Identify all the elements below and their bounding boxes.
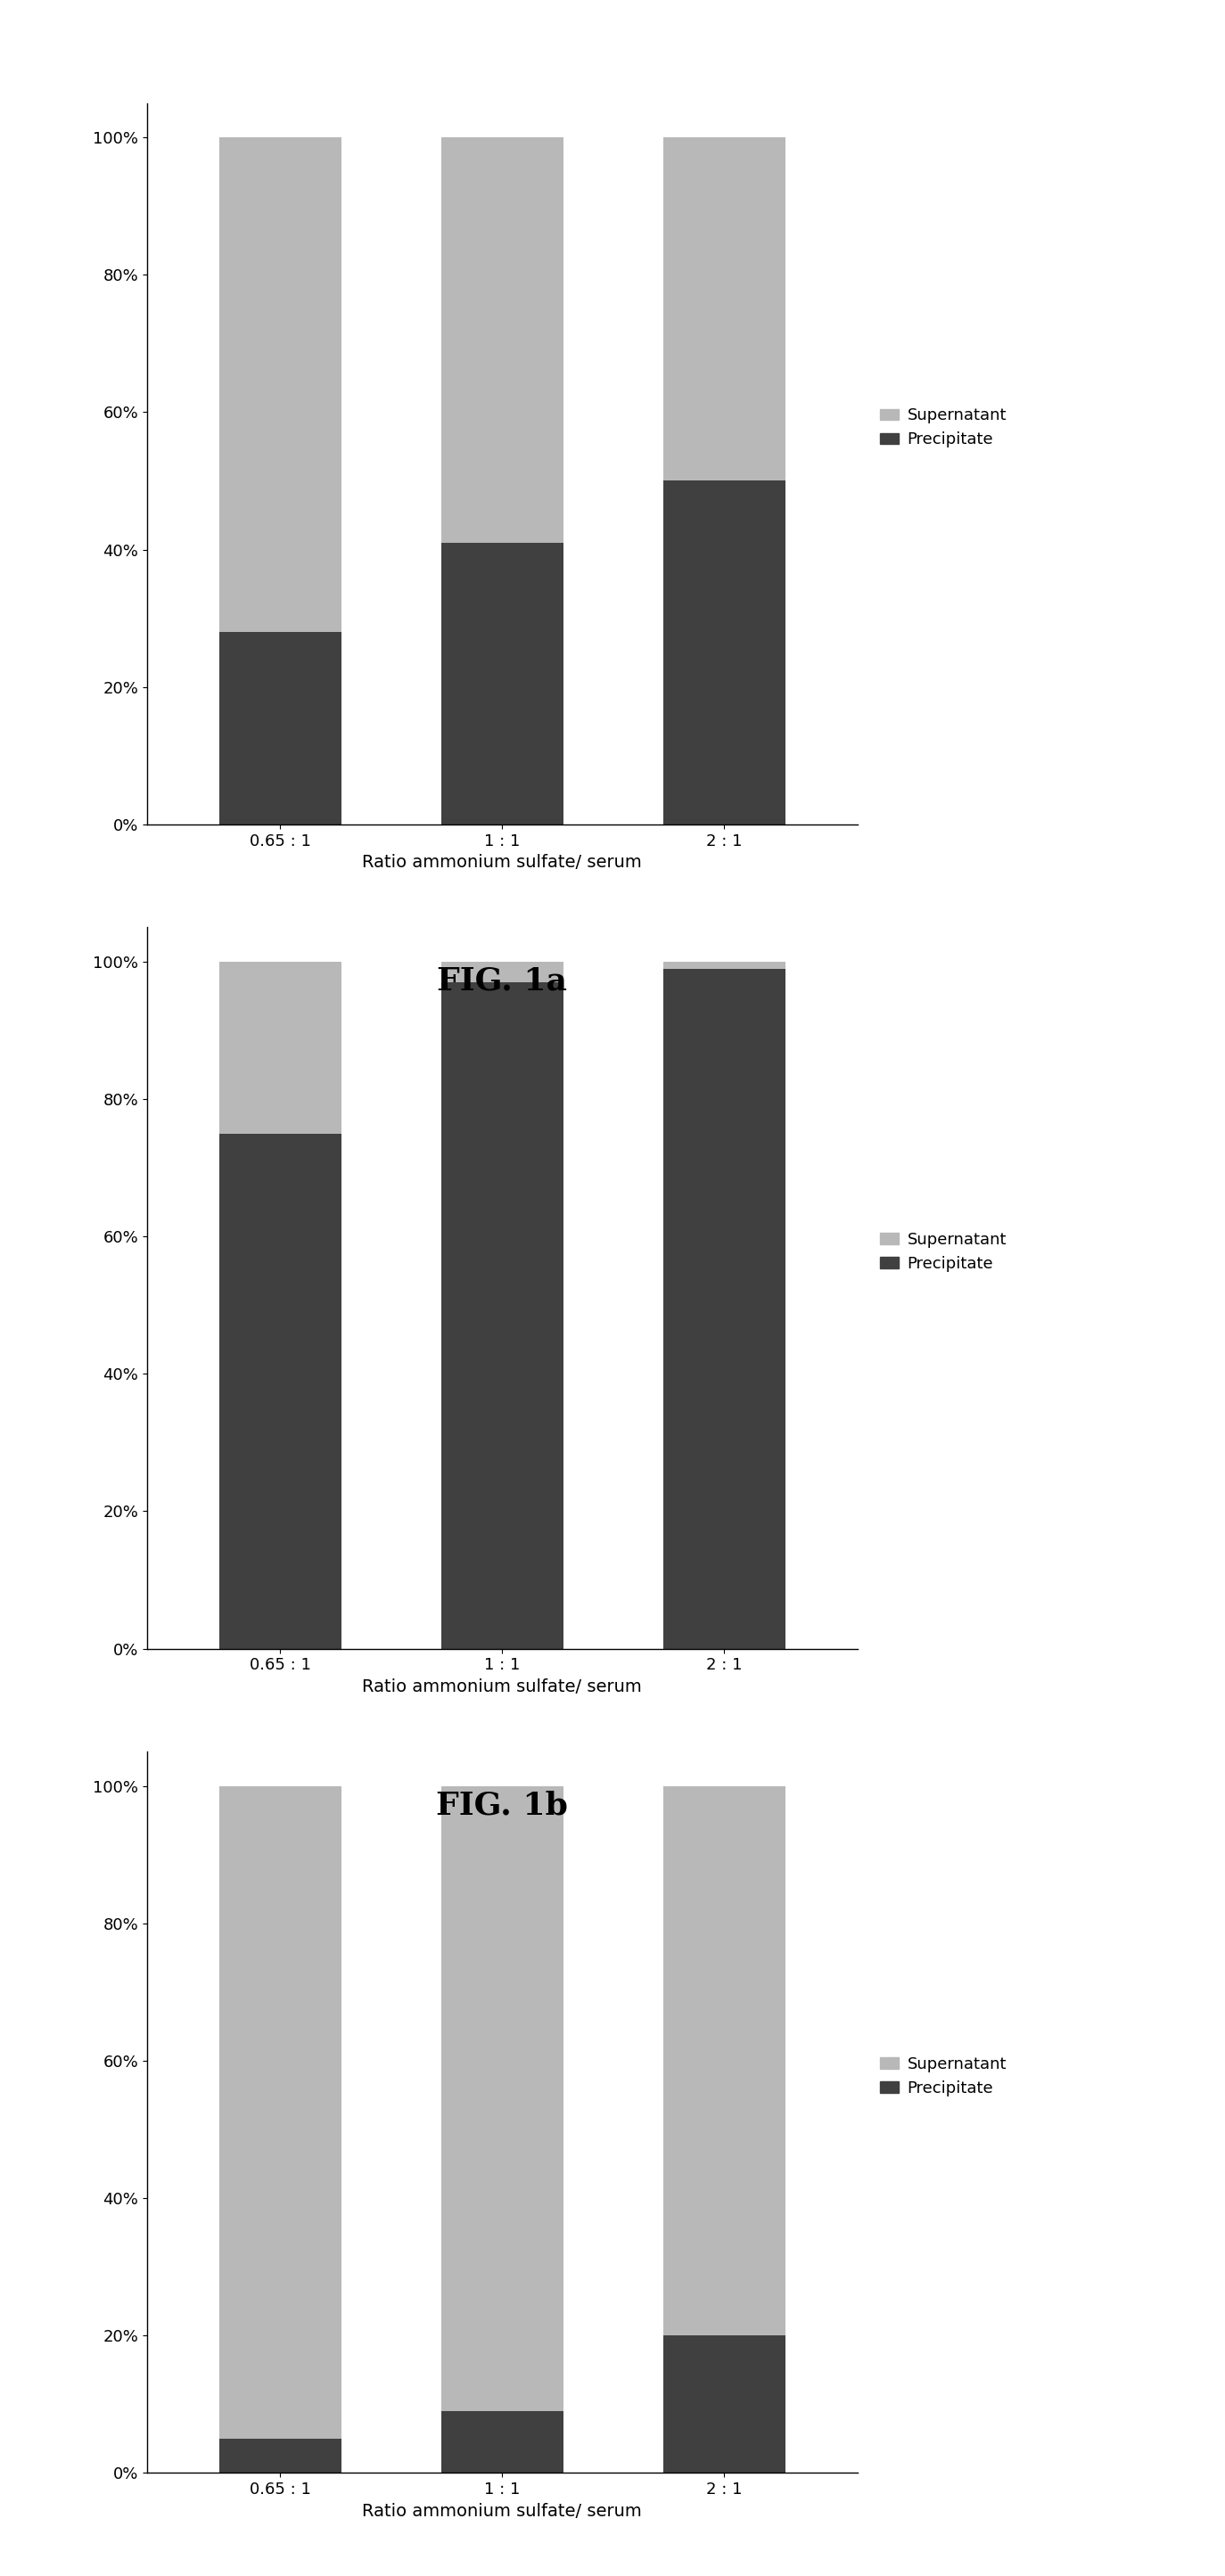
X-axis label: Ratio ammonium sulfate/ serum: Ratio ammonium sulfate/ serum — [363, 1680, 642, 1695]
X-axis label: Ratio ammonium sulfate/ serum: Ratio ammonium sulfate/ serum — [363, 855, 642, 871]
Text: FIG. 1a: FIG. 1a — [437, 966, 567, 997]
Bar — [219, 961, 342, 1133]
Bar — [441, 961, 564, 981]
Bar — [219, 631, 342, 824]
Bar — [663, 969, 785, 1649]
Bar — [441, 137, 564, 544]
Legend: Supernatant, Precipitate: Supernatant, Precipitate — [880, 2056, 1007, 2097]
Text: FIG. 1b: FIG. 1b — [436, 1790, 568, 1821]
Bar — [663, 961, 785, 969]
Bar — [441, 981, 564, 1649]
Bar — [663, 137, 785, 482]
Bar — [219, 1785, 342, 2439]
Bar — [219, 137, 342, 631]
Bar — [441, 544, 564, 824]
Bar — [663, 482, 785, 824]
Bar — [219, 1133, 342, 1649]
Legend: Supernatant, Precipitate: Supernatant, Precipitate — [880, 1231, 1007, 1273]
Bar — [663, 2336, 785, 2473]
X-axis label: Ratio ammonium sulfate/ serum: Ratio ammonium sulfate/ serum — [363, 2504, 642, 2519]
Bar — [441, 1785, 564, 2411]
Bar — [663, 1785, 785, 2336]
Bar — [441, 2411, 564, 2473]
Legend: Supernatant, Precipitate: Supernatant, Precipitate — [880, 407, 1007, 448]
Bar — [219, 2439, 342, 2473]
